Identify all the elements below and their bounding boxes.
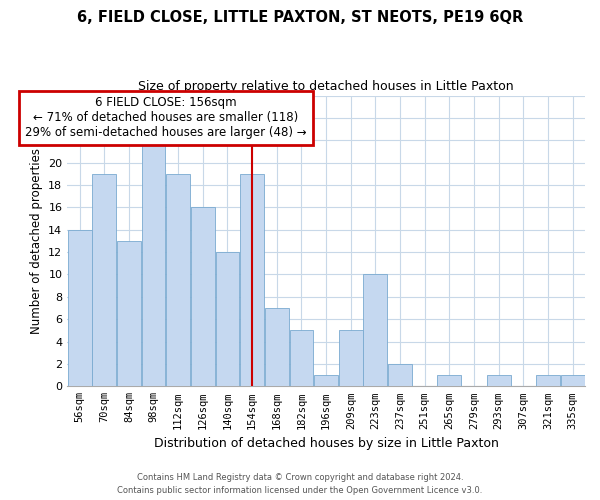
Bar bbox=[561, 375, 584, 386]
Text: 6, FIELD CLOSE, LITTLE PAXTON, ST NEOTS, PE19 6QR: 6, FIELD CLOSE, LITTLE PAXTON, ST NEOTS,… bbox=[77, 10, 523, 25]
Bar bbox=[437, 375, 461, 386]
Bar bbox=[117, 241, 141, 386]
Bar bbox=[68, 230, 92, 386]
Y-axis label: Number of detached properties: Number of detached properties bbox=[29, 148, 43, 334]
Title: Size of property relative to detached houses in Little Paxton: Size of property relative to detached ho… bbox=[139, 80, 514, 93]
Bar bbox=[364, 274, 388, 386]
Bar bbox=[166, 174, 190, 386]
Bar bbox=[142, 140, 166, 386]
X-axis label: Distribution of detached houses by size in Little Paxton: Distribution of detached houses by size … bbox=[154, 437, 499, 450]
Text: Contains HM Land Registry data © Crown copyright and database right 2024.
Contai: Contains HM Land Registry data © Crown c… bbox=[118, 474, 482, 495]
Bar bbox=[215, 252, 239, 386]
Bar bbox=[388, 364, 412, 386]
Bar bbox=[92, 174, 116, 386]
Bar bbox=[339, 330, 363, 386]
Bar bbox=[191, 208, 215, 386]
Bar bbox=[536, 375, 560, 386]
Bar bbox=[487, 375, 511, 386]
Bar bbox=[240, 174, 264, 386]
Bar bbox=[290, 330, 313, 386]
Bar bbox=[314, 375, 338, 386]
Text: 6 FIELD CLOSE: 156sqm
← 71% of detached houses are smaller (118)
29% of semi-det: 6 FIELD CLOSE: 156sqm ← 71% of detached … bbox=[25, 96, 307, 140]
Bar bbox=[265, 308, 289, 386]
